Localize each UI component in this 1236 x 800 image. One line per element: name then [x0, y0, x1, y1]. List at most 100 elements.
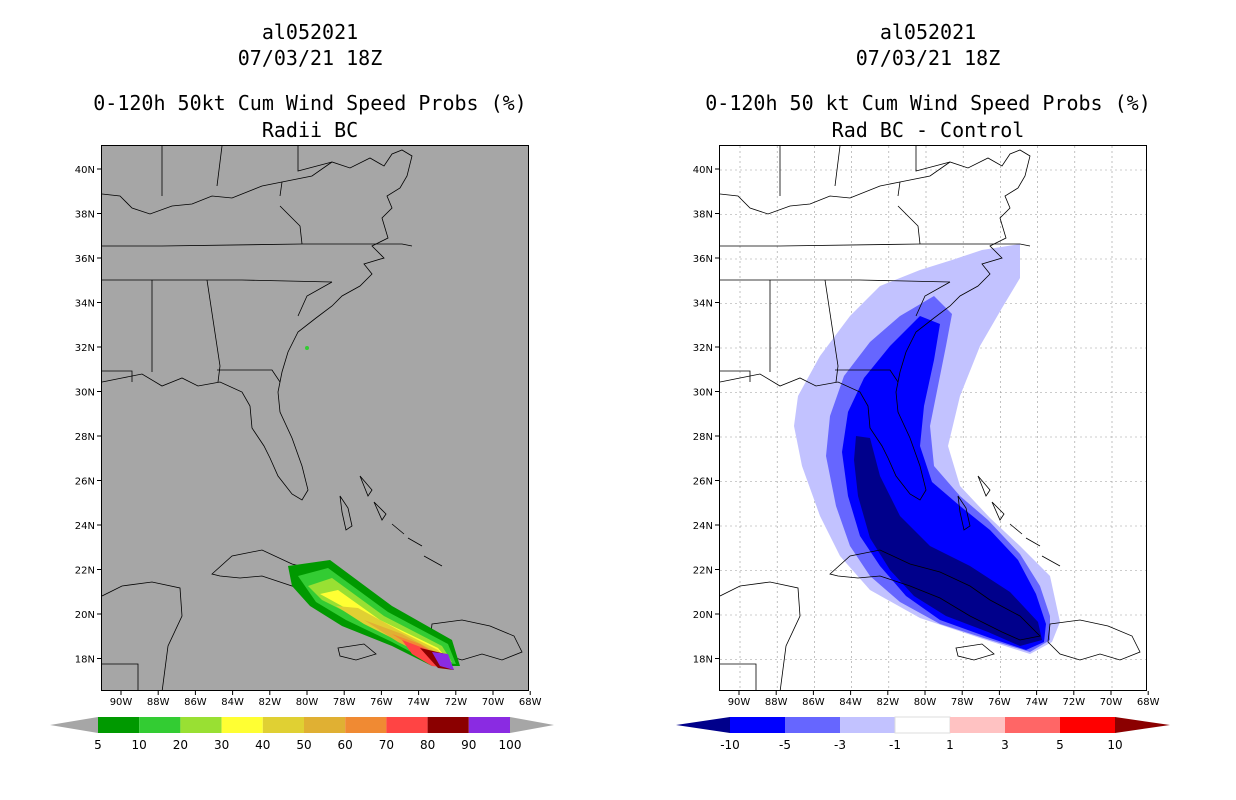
right-colorbar-swatch: [730, 717, 785, 733]
right-colorbar: -10 -5 -3 -1 1 3 5 10: [676, 716, 1170, 752]
right-lat-label: 18N: [693, 655, 713, 666]
right-lon-label: 88W: [765, 697, 788, 708]
left-colorbar-swatch: [386, 717, 428, 733]
left-colorbar-label: 5: [94, 738, 102, 752]
right-colorbar-low-arrow: [676, 717, 730, 733]
right-lon-label: 72W: [1062, 697, 1085, 708]
left-lon-label: 82W: [258, 697, 281, 708]
left-lat-label: 22N: [75, 566, 95, 577]
left-lon-label: 84W: [221, 697, 244, 708]
left-colorbar-label: 60: [338, 738, 353, 752]
right-subtitle: Rad BC - Control: [831, 118, 1025, 142]
left-colorbar-swatch: [180, 717, 222, 733]
right-product-title: 0-120h 50 kt Cum Wind Speed Probs (%): [705, 91, 1151, 115]
left-colorbar-swatch: [262, 717, 304, 733]
left-lat-label: 38N: [75, 210, 95, 221]
left-lat-label: 28N: [75, 432, 95, 443]
left-colorbar-swatch: [304, 717, 346, 733]
right-difference-swath: [794, 244, 1060, 654]
right-lat-label: 28N: [693, 432, 713, 443]
left-coastlines: [102, 146, 523, 690]
right-colorbar-label: 5: [1056, 738, 1064, 752]
right-gridlines: [720, 146, 1146, 690]
right-colorbar-label: 10: [1107, 738, 1122, 752]
left-lat-label: 24N: [75, 521, 95, 532]
left-colorbar-label: 100: [499, 738, 522, 752]
right-lat-label: 36N: [693, 254, 713, 265]
right-lat-label: 22N: [693, 566, 713, 577]
left-colorbar-label: 40: [255, 738, 270, 752]
left-colorbar-low-arrow: [50, 717, 98, 733]
right-lat-label: 34N: [693, 299, 713, 310]
right-colorbar-swatch: [1060, 717, 1115, 733]
left-lat-label: 34N: [75, 299, 95, 310]
left-lon-label: 88W: [147, 697, 170, 708]
left-colorbar-swatch: [427, 717, 469, 733]
left-colorbar-high-arrow: [510, 717, 554, 733]
left-lon-label: 74W: [407, 697, 430, 708]
right-colorbar-label: -10: [720, 738, 740, 752]
right-lon-label: 90W: [728, 697, 751, 708]
right-lat-label: 30N: [693, 388, 713, 399]
left-lat-label: 20N: [75, 610, 95, 621]
right-lon-label: 84W: [839, 697, 862, 708]
left-datetime: 07/03/21 18Z: [237, 46, 383, 70]
left-colorbar-label: 20: [173, 738, 188, 752]
left-lon-label: 86W: [184, 697, 207, 708]
right-lat-label: 20N: [693, 610, 713, 621]
left-colorbar: 5 10 20 30 40 50 60 70 80 90 100: [50, 717, 554, 752]
right-colorbar-label: -5: [779, 738, 791, 752]
left-lat-label: 26N: [75, 477, 95, 488]
left-lat-label: 32N: [75, 343, 95, 354]
right-coastlines: [720, 146, 1141, 690]
left-lon-label: 70W: [482, 697, 505, 708]
left-lat-label: 40N: [75, 165, 95, 176]
right-colorbar-swatch: [1005, 717, 1060, 733]
right-colorbar-label: -3: [834, 738, 846, 752]
right-datetime: 07/03/21 18Z: [855, 46, 1001, 70]
right-colorbar-high-arrow: [1115, 717, 1170, 733]
right-lon-label: 82W: [876, 697, 899, 708]
right-colorbar-swatch: [894, 716, 951, 734]
left-map-panel: [101, 145, 529, 691]
right-lat-label: 38N: [693, 210, 713, 221]
left-colorbar-label: 30: [214, 738, 229, 752]
right-lat-label: 26N: [693, 477, 713, 488]
right-storm-id: al052021: [879, 20, 977, 44]
right-colorbar-label: 3: [1001, 738, 1009, 752]
left-lat-label: 30N: [75, 388, 95, 399]
left-colorbar-label: 50: [296, 738, 311, 752]
left-product-title: 0-120h 50kt Cum Wind Speed Probs (%): [93, 91, 527, 115]
right-lon-label: 68W: [1137, 697, 1160, 708]
left-colorbar-label: 10: [132, 738, 147, 752]
left-lon-label: 68W: [519, 697, 542, 708]
left-storm-id: al052021: [261, 20, 359, 44]
left-colorbar-label: 90: [461, 738, 476, 752]
left-colorbar-swatch: [139, 717, 181, 733]
right-lon-label: 86W: [802, 697, 825, 708]
right-colorbar-label: -1: [889, 738, 901, 752]
right-colorbar-swatch: [950, 717, 1005, 733]
left-lat-label: 18N: [75, 655, 95, 666]
left-colorbar-label: 80: [420, 738, 435, 752]
right-colorbar-swatch: [840, 717, 895, 733]
right-lon-label: 76W: [988, 697, 1011, 708]
left-colorbar-swatch: [221, 717, 263, 733]
left-lon-label: 80W: [296, 697, 319, 708]
right-lon-label: 80W: [914, 697, 937, 708]
right-lon-label: 78W: [951, 697, 974, 708]
left-colorbar-swatch: [345, 717, 387, 733]
left-colorbar-label: 70: [379, 738, 394, 752]
left-subtitle: Radii BC: [261, 118, 359, 142]
left-colorbar-swatch: [468, 717, 510, 733]
right-colorbar-swatch: [785, 717, 840, 733]
right-lat-label: 32N: [693, 343, 713, 354]
right-colorbar-label: 1: [946, 738, 954, 752]
right-lon-label: 74W: [1025, 697, 1048, 708]
left-lon-label: 78W: [333, 697, 356, 708]
right-map-panel: [719, 145, 1147, 691]
right-map-canvas: [720, 146, 1146, 690]
right-lon-label: 70W: [1100, 697, 1123, 708]
